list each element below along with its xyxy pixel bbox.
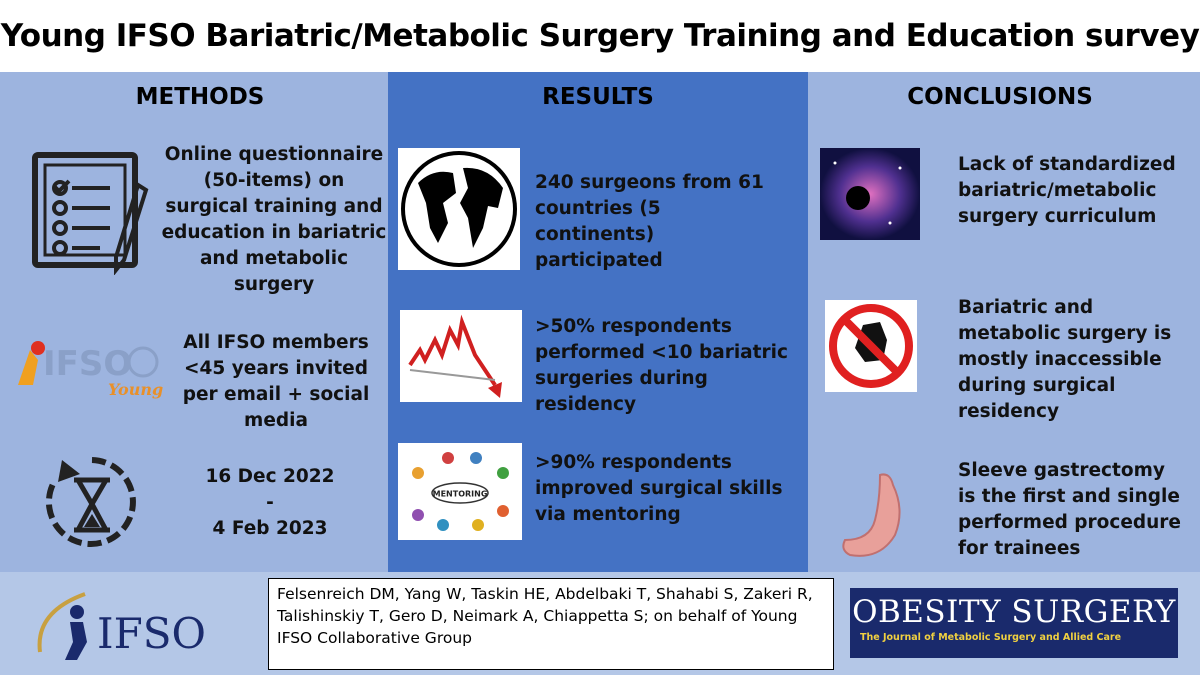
- mentoring-image: MENTORING: [398, 443, 522, 540]
- ifso-logo: IFSO: [37, 592, 206, 660]
- logo-text: IFSO: [43, 344, 132, 384]
- mentoring-label: MENTORING: [433, 490, 488, 499]
- decline-chart-image: [400, 310, 522, 402]
- date-line: -: [266, 492, 274, 513]
- method-text: Online questionnaire (50-items) on surgi…: [161, 144, 387, 295]
- journal-subtitle: The Journal of Metabolic Surgery and All…: [860, 632, 1122, 643]
- result-text: >50% respondents performed <10 bariatric…: [535, 316, 788, 415]
- conclusion-text: Lack of standardized bariatric/metabolic…: [958, 154, 1176, 227]
- title: Young IFSO Bariatric/Metabolic Surgery T…: [0, 18, 1200, 54]
- checklist-icon: [32, 152, 149, 275]
- journal-logo: Obesity Surgery The Journal of Metabolic…: [850, 588, 1178, 658]
- heading: CONCLUSIONS: [907, 84, 1093, 110]
- conclusion-text: Sleeve gastrectomy is the first and sing…: [958, 460, 1181, 559]
- date-range: 16 Dec 2022 - 4 Feb 2023: [170, 464, 370, 542]
- journal-name: Obesity Surgery: [852, 594, 1176, 630]
- no-entry-image: [825, 300, 917, 392]
- conclusion-text: Bariatric and metabolic surgery is mostl…: [958, 297, 1172, 422]
- globe-image: [398, 148, 520, 270]
- date-line: 16 Dec 2022: [205, 466, 335, 487]
- result-text: >90% respondents improved surgical skill…: [535, 452, 783, 525]
- black-hole-image: [820, 148, 920, 240]
- young-ifso-logo: IFSO Young: [18, 341, 163, 399]
- hourglass-icon: [45, 457, 136, 547]
- heading: RESULTS: [542, 84, 654, 110]
- heading: METHODS: [135, 84, 265, 110]
- stomach-image: [842, 473, 901, 557]
- date-line: 4 Feb 2023: [212, 518, 328, 539]
- method-text: All IFSO members <45 years invited per e…: [182, 332, 370, 431]
- logo-tag: Young: [108, 380, 163, 399]
- ifso-text: IFSO: [97, 609, 206, 658]
- result-text: 240 surgeons from 61 countries (5 contin…: [535, 172, 764, 271]
- author-box: Felsenreich DM, Yang W, Taskin HE, Abdel…: [268, 578, 834, 670]
